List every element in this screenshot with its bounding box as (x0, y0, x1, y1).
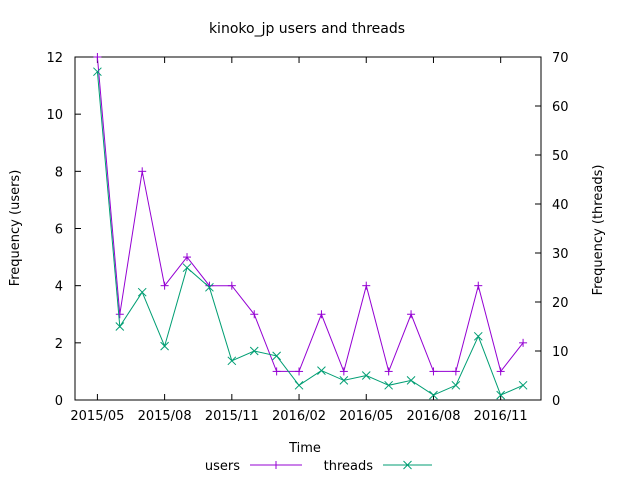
x-tick-label: 2016/11 (474, 409, 528, 424)
data-point-users (339, 367, 348, 376)
marker-stroke (294, 380, 304, 390)
data-point-users (295, 367, 304, 376)
legend: users threads (205, 459, 432, 474)
y-axis-label-left: Frequency (users) (8, 170, 23, 287)
marker-stroke (518, 380, 528, 390)
data-point-threads (249, 346, 259, 356)
marker-stroke (272, 351, 281, 361)
data-point-users (272, 367, 281, 376)
series-line-users (96, 56, 524, 374)
legend-marker-users (272, 461, 280, 469)
marker-stroke (249, 346, 259, 356)
chart-title: kinoko_jp users and threads (209, 21, 405, 37)
marker-stroke (317, 366, 326, 375)
data-point-users (496, 367, 505, 376)
data-point-threads (294, 380, 304, 390)
data-point-threads (384, 380, 394, 390)
data-point-users (138, 167, 147, 176)
data-point-threads (451, 380, 461, 390)
legend-marker-threads (403, 460, 412, 470)
y-right-tick-label: 70 (552, 51, 569, 66)
x-tick-label: 2015/08 (138, 409, 192, 424)
data-point-threads (473, 331, 483, 341)
data-point-threads (496, 390, 506, 400)
data-point-users (429, 367, 438, 376)
data-point-threads (137, 287, 147, 297)
y-left-tick-label: 8 (55, 165, 63, 180)
marker-stroke (137, 287, 147, 297)
data-point-users (250, 310, 259, 319)
x-tick-label: 2015/05 (70, 409, 124, 424)
x-tick-label: 2016/08 (406, 409, 460, 424)
y-left-tick-label: 2 (55, 337, 63, 352)
y-left-tick-label: 6 (55, 223, 63, 238)
data-point-users (160, 281, 169, 290)
data-point-threads (518, 380, 528, 390)
y-right-tick-label: 10 (552, 345, 569, 360)
data-point-threads (317, 366, 326, 375)
y-right-tick-label: 0 (552, 394, 560, 409)
data-point-threads (272, 351, 281, 361)
data-point-users (93, 53, 102, 61)
marker-stroke (205, 282, 214, 292)
marker-stroke (384, 380, 394, 390)
x-tick-label: 2016/05 (339, 409, 393, 424)
data-point-threads (361, 371, 371, 380)
marker-stroke (160, 341, 169, 351)
y-right-tick-label: 20 (552, 296, 569, 311)
y-right-tick-label: 30 (552, 247, 569, 262)
data-point-threads (115, 322, 125, 331)
y-left-tick-label: 0 (55, 394, 63, 409)
marker-stroke (339, 376, 349, 385)
data-point-users (317, 310, 326, 319)
data-point-threads (429, 390, 438, 400)
data-point-users (115, 310, 124, 319)
legend-label-threads: threads (324, 459, 374, 474)
data-point-users (451, 367, 460, 376)
marker-stroke (115, 322, 125, 331)
x-axis-label: Time (288, 441, 321, 456)
data-point-threads (227, 356, 237, 366)
x-tick-label: 2015/11 (205, 409, 259, 424)
legend-label-users: users (205, 459, 240, 474)
marker-stroke (182, 263, 192, 273)
y-left-tick-label: 12 (46, 51, 63, 66)
marker-stroke (473, 331, 483, 341)
x-tick-label: 2016/02 (272, 409, 326, 424)
y-axis-label-right: Frequency (threads) (591, 165, 606, 296)
series-line-threads (96, 71, 524, 396)
data-point-users (519, 338, 528, 347)
data-point-threads (93, 67, 102, 77)
data-point-threads (339, 376, 349, 385)
data-point-users (407, 310, 416, 319)
y-right-tick-label: 40 (552, 198, 569, 213)
marker-stroke (496, 390, 506, 400)
y-right-tick-label: 60 (552, 100, 569, 115)
data-point-users (362, 281, 371, 290)
data-point-users (183, 253, 192, 262)
marker-stroke (93, 67, 102, 77)
y-left-tick-label: 10 (46, 108, 63, 123)
data-point-threads (406, 376, 416, 385)
marker-stroke (227, 356, 237, 366)
marker-stroke (406, 376, 416, 385)
marker-stroke (403, 460, 412, 470)
marker-stroke (451, 380, 461, 390)
data-point-threads (205, 282, 214, 292)
y-left-tick-label: 4 (55, 280, 63, 295)
data-point-users (384, 367, 393, 376)
marker-stroke (361, 371, 371, 380)
y-right-tick-label: 50 (552, 149, 569, 164)
marker-stroke (429, 390, 438, 400)
data-point-threads (160, 341, 169, 351)
data-point-users (474, 281, 483, 290)
data-point-threads (182, 263, 192, 273)
data-point-users (227, 281, 236, 290)
